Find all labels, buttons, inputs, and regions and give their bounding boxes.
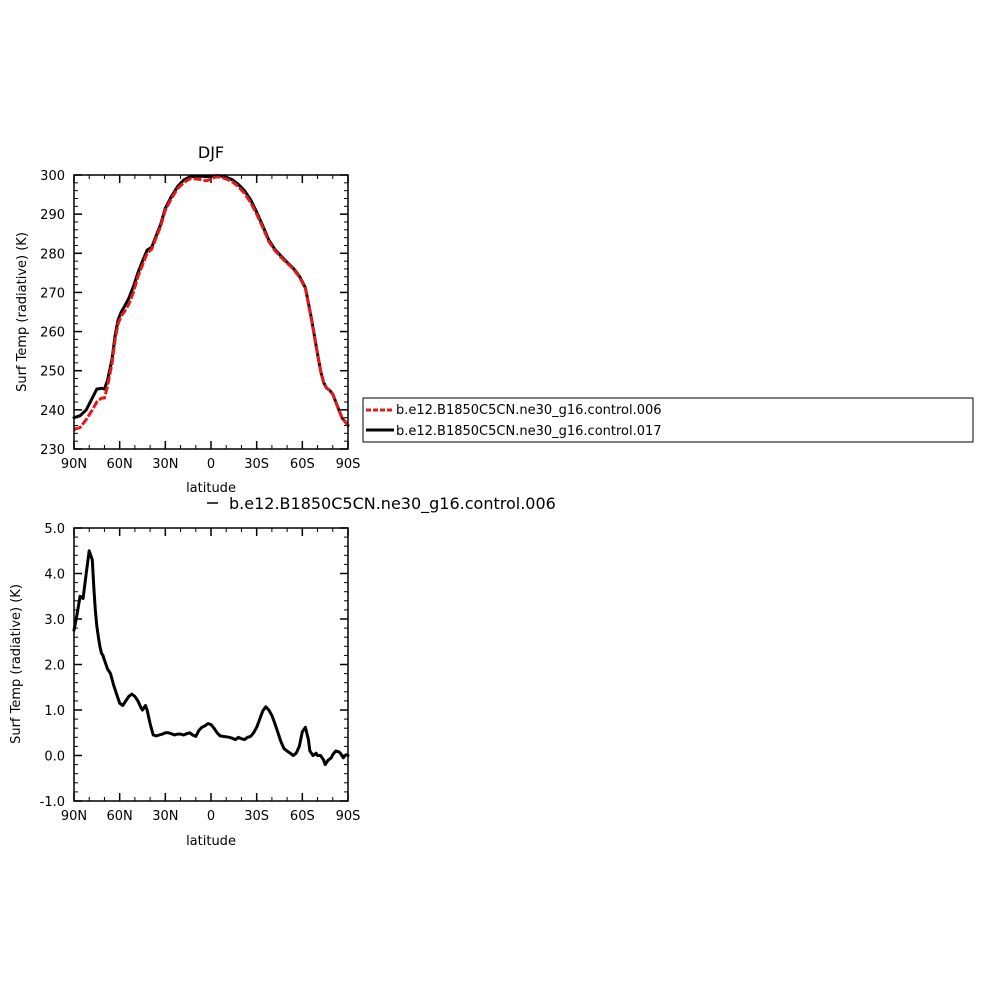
bottom-y-axis-label: Surf Temp (radiative) (K) (9, 584, 24, 744)
bottom-x-tick-label: 30S (244, 809, 269, 824)
top-y-tick-label: 260 (40, 326, 65, 341)
bottom-x-tick-label: 90S (336, 809, 361, 824)
bottom-legend-label: b.e12.B1850C5CN.ne30_g16.control.006 (229, 494, 556, 514)
bottom-series-line-1 (72, 549, 350, 767)
bottom-x-axis-label: latitude (186, 834, 236, 849)
top-x-tick-label: 30S (244, 457, 269, 472)
top-legend-label-2: b.e12.B1850C5CN.ne30_g16.control.017 (396, 424, 662, 439)
top-x-tick-labels: 90N 60N 30N 0 30S 60S 90S (61, 457, 361, 472)
top-chart-title: DJF (198, 143, 224, 162)
bottom-x-tick-label: 0 (207, 809, 215, 824)
top-x-tick-label: 0 (207, 457, 215, 472)
bottom-x-tick-label: 60S (290, 809, 315, 824)
top-series-line-1 (73, 175, 350, 431)
top-y-tick-label: 290 (40, 208, 65, 223)
top-y-tick-labels: 230 240 250 260 270 280 290 300 (40, 169, 65, 458)
bottom-y-tick-label: 4.0 (44, 568, 65, 583)
bottom-x-tick-label: 30N (152, 809, 178, 824)
bottom-y-tick-label: -1.0 (40, 795, 65, 810)
top-x-axis-label: latitude (186, 481, 236, 496)
top-series-group (72, 174, 350, 431)
bottom-plot-frame (73, 527, 349, 802)
bottom-y-tick-labels: -1.0 0.0 1.0 2.0 3.0 4.0 5.0 (40, 522, 65, 810)
top-y-tick-label: 270 (40, 286, 65, 301)
bottom-y-tick-label: 3.0 (44, 613, 65, 628)
top-legend-label-1: b.e12.B1850C5CN.ne30_g16.control.006 (396, 403, 662, 418)
bottom-x-tick-labels: 90N 60N 30N 0 30S 60S 90S (61, 809, 361, 824)
bottom-y-tick-label: 0.0 (44, 750, 65, 765)
top-legend-box (362, 397, 974, 443)
bottom-axis-ticks (73, 527, 349, 802)
top-y-tick-label: 280 (40, 247, 65, 262)
top-x-tick-label: 60S (290, 457, 315, 472)
top-x-tick-label: 30N (152, 457, 178, 472)
top-x-tick-label: 90S (336, 457, 361, 472)
top-axis-ticks (73, 174, 349, 450)
top-y-tick-label: 300 (40, 169, 65, 184)
bottom-y-tick-label: 2.0 (44, 659, 65, 674)
top-y-axis-label: Surf Temp (radiative) (K) (15, 232, 30, 392)
bottom-x-tick-label: 60N (107, 809, 133, 824)
top-plot-frame (73, 174, 349, 450)
top-y-tick-label: 250 (40, 365, 65, 380)
top-y-tick-label: 240 (40, 404, 65, 419)
top-legend: b.e12.B1850C5CN.ne30_g16.control.006 b.e… (362, 397, 974, 443)
bottom-y-tick-label: 5.0 (44, 522, 65, 537)
bottom-y-tick-label: 1.0 (44, 704, 65, 719)
top-x-tick-label: 60N (107, 457, 133, 472)
bottom-x-tick-label: 90N (61, 809, 87, 824)
top-y-tick-label: 230 (40, 443, 65, 458)
top-x-tick-label: 90N (61, 457, 87, 472)
bottom-legend: b.e12.B1850C5CN.ne30_g16.control.006 (207, 494, 556, 514)
bottom-series-group (72, 549, 350, 767)
